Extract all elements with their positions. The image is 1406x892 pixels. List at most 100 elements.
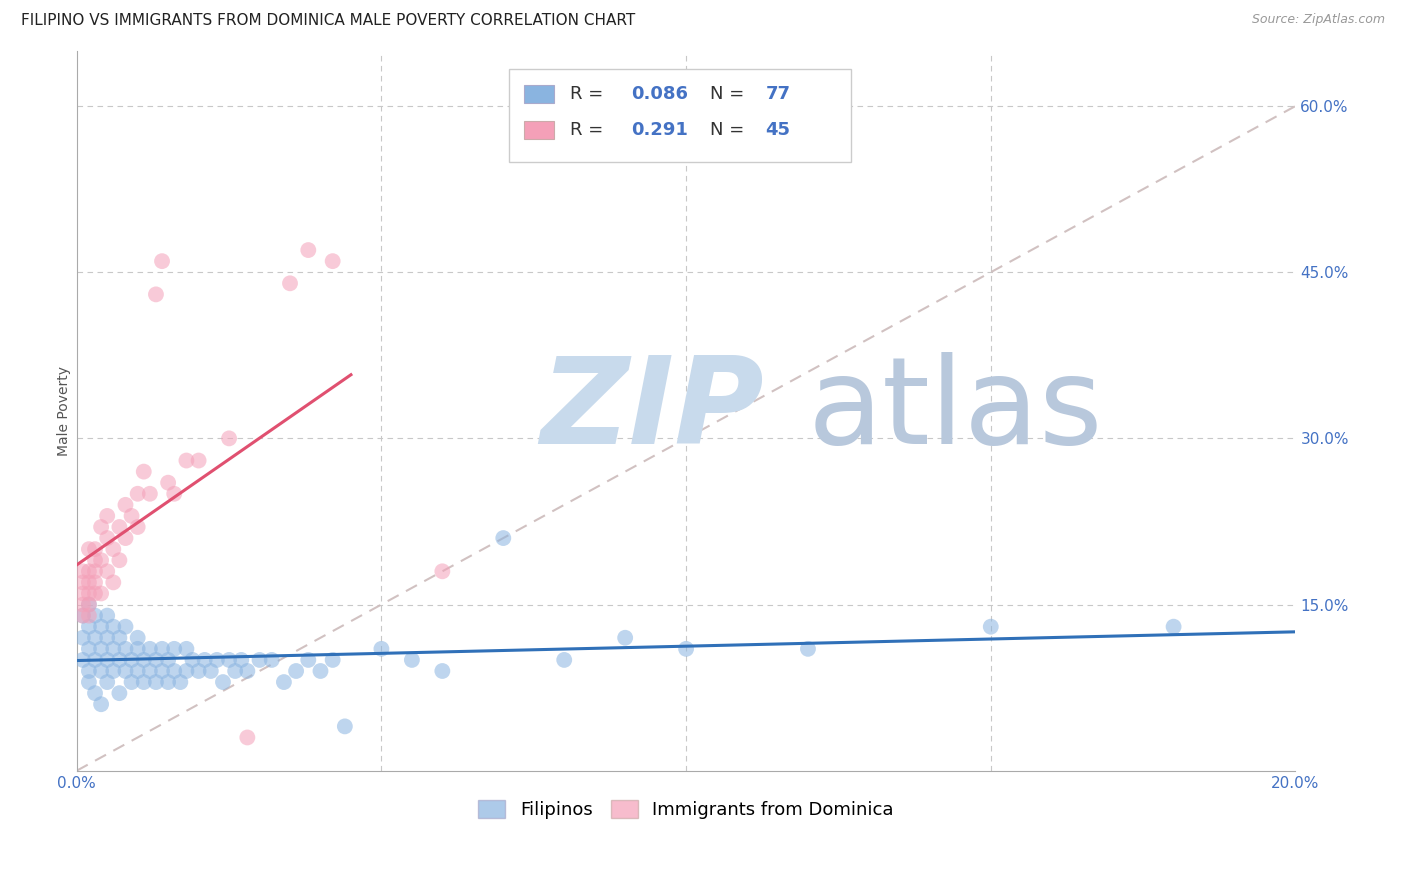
- Point: [108, 553, 131, 567]
- Point: [84, 553, 107, 567]
- Point: [77, 598, 100, 612]
- Point: [90, 620, 112, 634]
- Point: [157, 675, 180, 690]
- Point: [176, 641, 198, 656]
- Point: [163, 641, 186, 656]
- Point: [103, 542, 125, 557]
- Point: [77, 598, 100, 612]
- Text: 45: 45: [765, 121, 790, 139]
- Point: [96, 653, 118, 667]
- Point: [77, 620, 100, 634]
- Bar: [509, 69, 851, 162]
- Point: [200, 664, 222, 678]
- Point: [176, 664, 198, 678]
- Point: [980, 620, 1002, 634]
- Point: [114, 664, 136, 678]
- Point: [84, 686, 107, 700]
- Point: [163, 664, 186, 678]
- Point: [278, 277, 301, 291]
- Text: R =: R =: [571, 85, 609, 103]
- Point: [72, 608, 94, 623]
- Text: ZIP: ZIP: [540, 352, 763, 469]
- Text: N =: N =: [710, 85, 751, 103]
- Point: [114, 498, 136, 512]
- Text: 0.086: 0.086: [631, 85, 689, 103]
- Point: [84, 586, 107, 600]
- Point: [77, 675, 100, 690]
- Point: [90, 697, 112, 711]
- Point: [333, 719, 356, 733]
- Point: [114, 641, 136, 656]
- Point: [236, 664, 259, 678]
- Point: [432, 664, 454, 678]
- Text: 0.291: 0.291: [631, 121, 688, 139]
- Point: [96, 531, 118, 545]
- Point: [145, 653, 167, 667]
- Text: FILIPINO VS IMMIGRANTS FROM DOMINICA MALE POVERTY CORRELATION CHART: FILIPINO VS IMMIGRANTS FROM DOMINICA MAL…: [21, 13, 636, 29]
- Point: [72, 608, 94, 623]
- Point: [103, 620, 125, 634]
- Point: [236, 731, 259, 745]
- Point: [77, 564, 100, 578]
- Point: [127, 641, 149, 656]
- Point: [103, 575, 125, 590]
- Point: [132, 465, 155, 479]
- Point: [84, 575, 107, 590]
- Text: N =: N =: [710, 121, 751, 139]
- Point: [150, 641, 173, 656]
- Point: [84, 631, 107, 645]
- Point: [797, 641, 820, 656]
- Point: [90, 664, 112, 678]
- Point: [145, 675, 167, 690]
- Point: [90, 586, 112, 600]
- Text: 77: 77: [765, 85, 790, 103]
- Point: [96, 564, 118, 578]
- Point: [77, 608, 100, 623]
- Point: [103, 641, 125, 656]
- Point: [72, 631, 94, 645]
- Y-axis label: Male Poverty: Male Poverty: [58, 366, 72, 456]
- Point: [432, 564, 454, 578]
- Point: [194, 653, 217, 667]
- Point: [150, 254, 173, 268]
- Point: [224, 664, 246, 678]
- Point: [176, 453, 198, 467]
- Point: [77, 586, 100, 600]
- Point: [84, 653, 107, 667]
- Point: [121, 508, 143, 523]
- Point: [108, 520, 131, 534]
- Point: [139, 664, 162, 678]
- Point: [1163, 620, 1185, 634]
- Point: [249, 653, 271, 667]
- Point: [90, 553, 112, 567]
- Point: [139, 487, 162, 501]
- Point: [72, 598, 94, 612]
- Point: [218, 431, 240, 445]
- Point: [84, 542, 107, 557]
- Point: [72, 575, 94, 590]
- Bar: [524, 85, 554, 103]
- Text: Source: ZipAtlas.com: Source: ZipAtlas.com: [1251, 13, 1385, 27]
- Point: [127, 631, 149, 645]
- Point: [121, 653, 143, 667]
- Point: [553, 653, 575, 667]
- Point: [108, 686, 131, 700]
- Point: [205, 653, 228, 667]
- Point: [132, 653, 155, 667]
- Text: atlas: atlas: [808, 352, 1104, 469]
- Point: [145, 287, 167, 301]
- Point: [212, 675, 235, 690]
- Point: [121, 675, 143, 690]
- Point: [114, 620, 136, 634]
- Point: [169, 675, 191, 690]
- Point: [401, 653, 423, 667]
- Point: [84, 608, 107, 623]
- Point: [127, 487, 149, 501]
- Point: [72, 586, 94, 600]
- Point: [150, 664, 173, 678]
- Point: [96, 675, 118, 690]
- Point: [370, 641, 392, 656]
- Point: [77, 575, 100, 590]
- Point: [72, 653, 94, 667]
- Point: [108, 653, 131, 667]
